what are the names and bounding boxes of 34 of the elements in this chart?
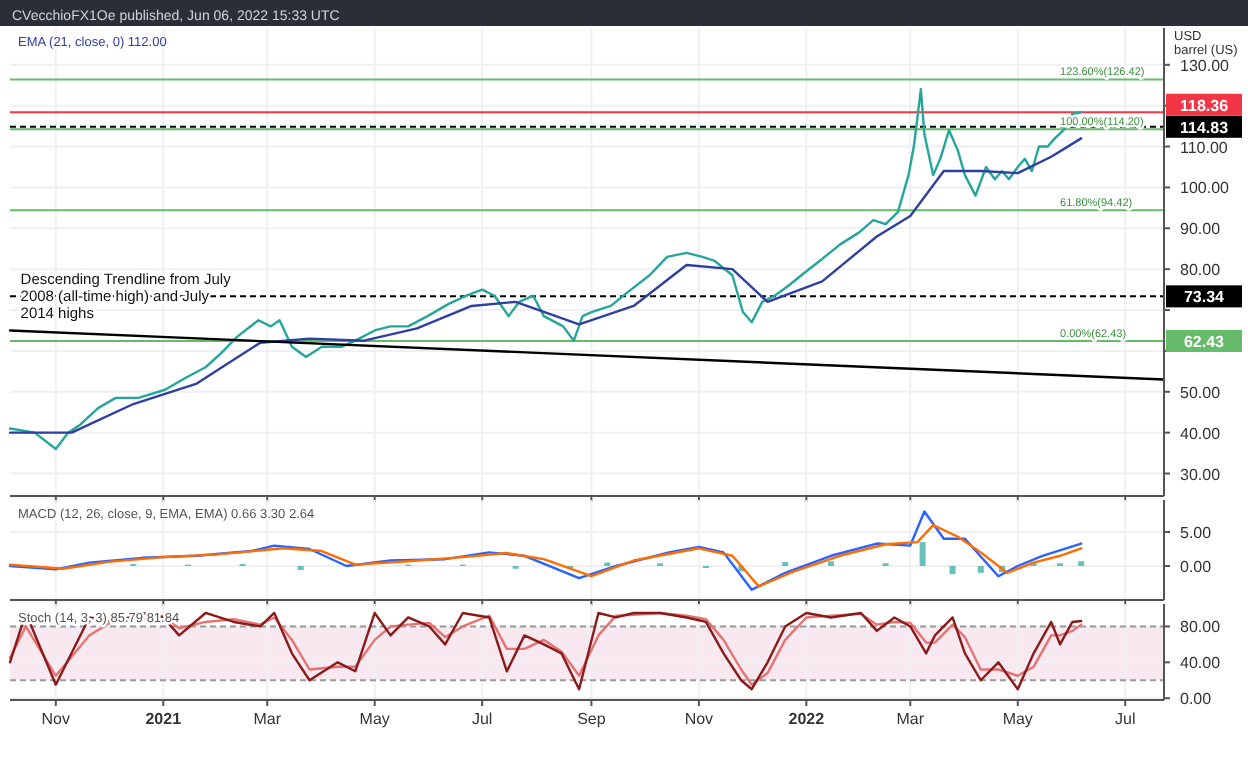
y-tick-label: 100.00 [1180, 179, 1231, 198]
x-tick-label: Jul [1115, 710, 1136, 728]
line-series [8, 523, 1083, 588]
x-tick-label: May [359, 710, 390, 728]
x-tick-label: 2021 [145, 710, 183, 728]
y-tick-label: 80.00 [1180, 261, 1222, 280]
x-tick-label: Jul [471, 710, 493, 728]
y-tick-label: 0.00 [1180, 557, 1213, 576]
ref-line-label: 118.36 [1179, 96, 1230, 115]
bar [297, 565, 304, 571]
x-tick-label: Nov [41, 710, 71, 728]
y-tick-label: 50.00 [1180, 383, 1222, 402]
bar [949, 565, 956, 575]
x-tick-label: Mar [896, 710, 925, 728]
y-tick-label: 130.00 [1180, 56, 1231, 75]
ref-line-label: 62.43 [1183, 332, 1226, 351]
bar [919, 542, 926, 566]
y-tick-label: 40.00 [1180, 424, 1222, 443]
line-series [8, 510, 1083, 591]
x-tick-label: Nov [684, 710, 714, 728]
y-tick-label: 0.00 [1180, 690, 1213, 709]
y-tick-label: 30.00 [1180, 465, 1222, 484]
ref-line-label: 114.83 [1179, 118, 1230, 137]
ref-line-label: 73.34 [1183, 288, 1226, 307]
y-tick-label: 5.00 [1180, 523, 1213, 542]
y-tick-label: 110.00 [1180, 138, 1229, 157]
y-tick-label: 90.00 [1180, 220, 1222, 239]
x-tick-label: May [1002, 710, 1033, 728]
y-tick-label: 40.00 [1180, 654, 1222, 673]
x-tick-label: 2022 [788, 710, 826, 728]
x-tick-label: Sep [577, 710, 607, 728]
y-tick-label: 80.00 [1180, 618, 1222, 637]
x-tick-label: Mar [253, 710, 282, 728]
bar [977, 565, 984, 573]
